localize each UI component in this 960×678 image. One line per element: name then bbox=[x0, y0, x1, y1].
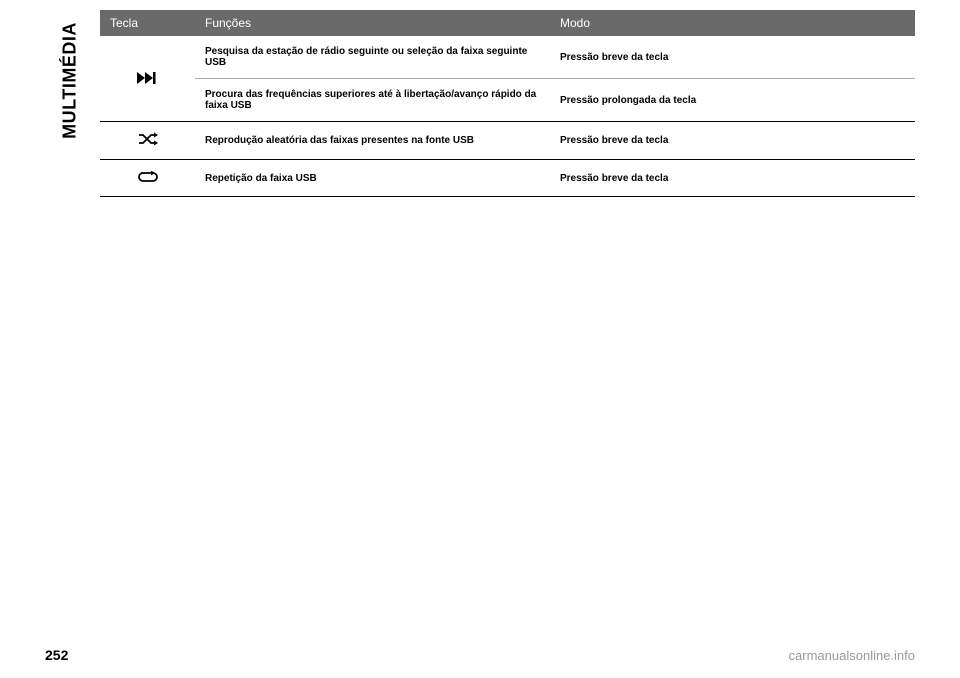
sidebar: MULTIMÉDIA bbox=[52, 10, 72, 648]
section-label: MULTIMÉDIA bbox=[60, 21, 81, 141]
forward-icon bbox=[137, 71, 159, 87]
modo-cell: Pressão prolongada da tecla bbox=[550, 79, 915, 122]
controls-table: Tecla Funções Modo Pesquisa da estação d… bbox=[100, 10, 915, 197]
funcoes-cell: Procura das frequências superiores até à… bbox=[195, 79, 550, 122]
funcoes-cell: Repetição da faixa USB bbox=[195, 160, 550, 197]
shuffle-icon-cell bbox=[100, 122, 195, 160]
footer-link: carmanualsonline.info bbox=[789, 648, 915, 663]
loop-icon-cell bbox=[100, 160, 195, 197]
table-row: Reprodução aleatória das faixas presente… bbox=[100, 122, 915, 160]
table-row: Repetição da faixa USB Pressão breve da … bbox=[100, 160, 915, 197]
header-funcoes: Funções bbox=[195, 10, 550, 36]
header-modo: Modo bbox=[550, 10, 915, 36]
modo-cell: Pressão breve da tecla bbox=[550, 160, 915, 197]
table-header-row: Tecla Funções Modo bbox=[100, 10, 915, 36]
table-row: Pesquisa da estação de rádio seguinte ou… bbox=[100, 36, 915, 79]
shuffle-icon bbox=[138, 133, 158, 149]
loop-icon bbox=[137, 170, 159, 186]
page-number: 252 bbox=[45, 647, 68, 663]
content-area: Tecla Funções Modo Pesquisa da estação d… bbox=[100, 10, 915, 197]
forward-icon-cell bbox=[100, 36, 195, 122]
modo-cell: Pressão breve da tecla bbox=[550, 122, 915, 160]
funcoes-cell: Pesquisa da estação de rádio seguinte ou… bbox=[195, 36, 550, 79]
header-tecla: Tecla bbox=[100, 10, 195, 36]
funcoes-cell: Reprodução aleatória das faixas presente… bbox=[195, 122, 550, 160]
table-row: Procura das frequências superiores até à… bbox=[100, 79, 915, 122]
modo-cell: Pressão breve da tecla bbox=[550, 36, 915, 79]
